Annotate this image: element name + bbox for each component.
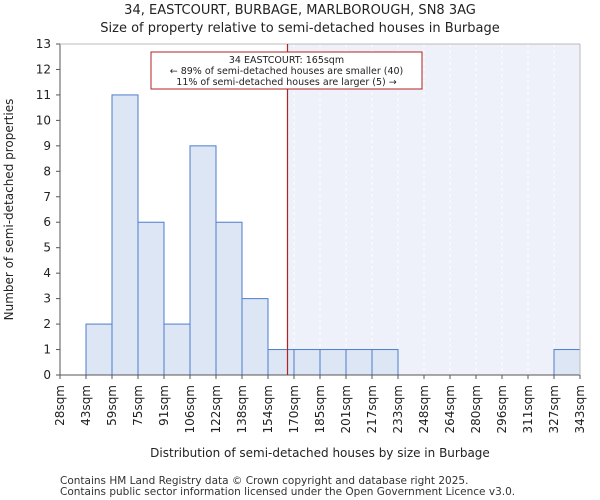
x-tick-label: 327sqm	[547, 385, 561, 433]
x-tick-label: 296sqm	[495, 385, 509, 433]
histogram-bar	[111, 94, 139, 376]
x-tick-label: 43sqm	[79, 385, 93, 426]
larger-region-shade	[287, 44, 580, 375]
histogram-bar	[371, 349, 399, 376]
histogram-bar	[319, 349, 347, 376]
x-tick-label: 264sqm	[443, 385, 457, 433]
x-tick-label: 248sqm	[417, 385, 431, 433]
y-tick-label: 12	[36, 62, 51, 76]
footer-copyright: Contains HM Land Registry data © Crown c…	[60, 475, 469, 487]
x-tick-label: 106sqm	[183, 385, 197, 433]
y-tick-label: 0	[43, 368, 51, 382]
x-tick-label: 59sqm	[105, 385, 119, 426]
x-tick-label: 154sqm	[261, 385, 275, 433]
x-tick-label: 91sqm	[157, 385, 171, 426]
histogram-bar	[163, 323, 191, 376]
histogram-bar	[267, 349, 295, 376]
y-tick-label: 13	[36, 37, 51, 51]
x-tick-label: 138sqm	[235, 385, 249, 433]
x-tick-label: 201sqm	[339, 385, 353, 433]
annotation-box	[150, 51, 423, 90]
y-tick-label: 2	[43, 317, 51, 331]
y-tick-label: 1	[43, 343, 51, 357]
y-tick-label: 4	[43, 266, 51, 280]
x-tick-label: 122sqm	[209, 385, 223, 433]
x-tick-label: 28sqm	[53, 385, 67, 426]
histogram-bar	[137, 221, 165, 376]
x-axis-title: Distribution of semi-detached houses by …	[150, 446, 490, 460]
x-tick-label: 311sqm	[521, 385, 535, 433]
y-tick-label: 11	[36, 88, 51, 102]
histogram-bar	[215, 221, 243, 376]
y-tick-label: 5	[43, 241, 51, 255]
y-tick-label: 3	[43, 292, 51, 306]
x-tick-label: 343sqm	[573, 385, 587, 433]
footer-licence: Contains public sector information licen…	[60, 486, 516, 498]
histogram-bar	[293, 349, 321, 376]
histogram-bar	[241, 298, 269, 376]
y-tick-label: 7	[43, 190, 51, 204]
annotation-larger: 11% of semi-detached houses are larger (…	[176, 77, 396, 88]
histogram-bar	[85, 323, 113, 376]
chart-title: 34, EASTCOURT, BURBAGE, MARLBOROUGH, SN8…	[124, 3, 476, 18]
y-tick-label: 8	[43, 164, 51, 178]
y-tick-label: 6	[43, 215, 51, 229]
histogram-bar	[553, 349, 581, 376]
y-axis-title: Number of semi-detached properties	[2, 99, 16, 321]
annotation-title: 34 EASTCOURT: 165sqm	[229, 55, 344, 66]
x-tick-label: 170sqm	[287, 385, 301, 433]
x-tick-label: 217sqm	[365, 385, 379, 433]
histogram-chart: 34 EASTCOURT: 165sqm← 89% of semi-detach…	[2, 37, 587, 460]
x-tick-label: 280sqm	[469, 385, 483, 433]
annotation-smaller: ← 89% of semi-detached houses are smalle…	[170, 66, 404, 77]
y-tick-label: 10	[36, 113, 51, 127]
x-tick-label: 185sqm	[313, 385, 327, 433]
histogram-bar	[189, 145, 217, 376]
histogram-bar	[345, 349, 373, 376]
x-tick-label: 233sqm	[391, 385, 405, 433]
y-tick-label: 9	[43, 139, 51, 153]
chart-subtitle: Size of property relative to semi-detach…	[100, 21, 500, 36]
x-tick-label: 75sqm	[131, 385, 145, 426]
